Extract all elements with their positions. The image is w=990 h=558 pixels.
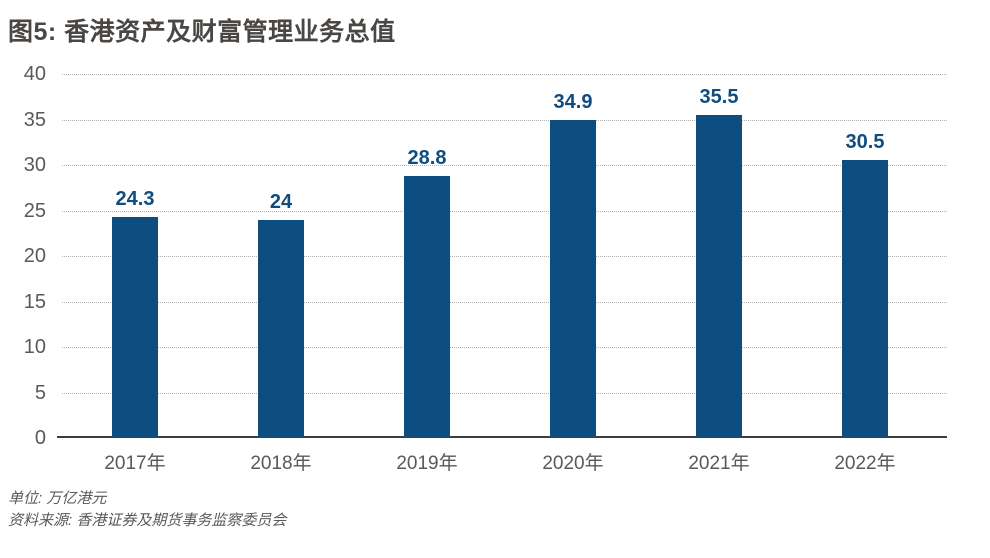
bar-2019年 <box>404 176 450 438</box>
x-axis-tick-label: 2018年 <box>250 453 312 474</box>
y-axis-tick-label: 30 <box>23 154 46 176</box>
bar-2021年 <box>696 115 742 438</box>
bar-value-label: 24.3 <box>115 188 155 210</box>
bar-value-label: 30.5 <box>845 131 885 153</box>
x-axis-tick-label: 2022年 <box>834 453 896 474</box>
y-axis-tick-label: 35 <box>23 108 46 131</box>
bar-2020年 <box>550 120 596 438</box>
bar-value-label: 28.8 <box>407 147 447 169</box>
y-axis-tick-label: 40 <box>23 63 46 85</box>
bar-2022年 <box>842 160 888 438</box>
chart-title: 图5: 香港资产及财富管理业务总值 <box>8 18 396 46</box>
unit-note: 单位: 万亿港元 <box>8 490 107 507</box>
y-axis-tick-label: 5 <box>34 381 46 404</box>
x-axis-tick-label: 2021年 <box>688 453 750 474</box>
gridline-y-30 <box>62 165 947 166</box>
gridline-y-20 <box>62 256 947 257</box>
y-axis-tick-label: 20 <box>23 245 46 267</box>
gridline-y-10 <box>62 347 947 348</box>
gridline-y-40 <box>62 74 947 75</box>
gridline-y-35 <box>62 119 947 121</box>
bar-2018年 <box>258 220 304 438</box>
chart-footnotes: 单位: 万亿港元 资料来源: 香港证券及期货事务监察委员会 <box>8 488 286 532</box>
y-axis-tick-label: 25 <box>23 199 46 222</box>
bar-2017年 <box>112 217 158 438</box>
bar-value-label: 34.9 <box>553 91 593 113</box>
y-axis-tick-label: 0 <box>34 427 46 449</box>
source-note: 资料来源: 香港证券及期货事务监察委员会 <box>8 512 287 529</box>
bar-value-label: 35.5 <box>699 86 739 108</box>
gridline-y-15 <box>62 301 947 303</box>
y-axis-tick-label: 15 <box>23 290 46 313</box>
x-axis-line <box>57 436 947 438</box>
bar-chart-plot-area: 0 5 10 15 20 25 30 35 40 24.3 2017年 24 2018年 28.8 2019… <box>24 63 947 474</box>
x-axis-tick-label: 2017年 <box>104 453 166 474</box>
y-axis-tick-label: 10 <box>23 336 46 358</box>
x-axis-tick-label: 2019年 <box>396 453 458 474</box>
bar-value-label: 24 <box>269 191 293 213</box>
gridline-y-25 <box>62 210 947 212</box>
gridline-y-5 <box>62 392 947 394</box>
x-axis-tick-label: 2020年 <box>542 453 604 474</box>
